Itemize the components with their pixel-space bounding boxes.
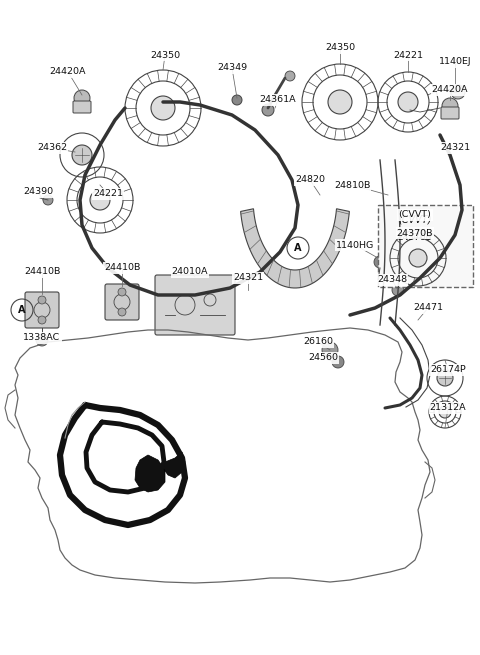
Circle shape [285,71,295,81]
FancyBboxPatch shape [25,292,59,328]
Circle shape [262,104,274,116]
Circle shape [374,256,386,268]
Text: 24471: 24471 [413,303,443,312]
Text: 21312A: 21312A [430,403,466,413]
Text: 24390: 24390 [23,187,53,196]
Text: 24010A: 24010A [172,267,208,276]
Text: 24361A: 24361A [260,96,296,105]
Text: 1338AC: 1338AC [24,333,60,343]
Circle shape [392,284,404,296]
Circle shape [398,92,418,112]
Text: 26160: 26160 [303,337,333,346]
Text: 24370B: 24370B [398,233,432,242]
Circle shape [442,98,458,114]
FancyBboxPatch shape [441,107,459,119]
Text: 24349: 24349 [217,64,247,73]
Circle shape [118,308,126,316]
FancyBboxPatch shape [155,275,235,335]
Text: 24221: 24221 [393,50,423,60]
Text: A: A [294,243,302,253]
Circle shape [332,356,344,368]
Polygon shape [135,455,165,492]
Text: (CVVT): (CVVT) [398,215,432,225]
Text: 26174P: 26174P [430,365,466,375]
Circle shape [451,85,465,99]
Circle shape [38,296,46,304]
Polygon shape [240,209,349,288]
Polygon shape [163,452,185,478]
Text: A: A [18,305,26,315]
FancyBboxPatch shape [73,101,91,113]
Circle shape [439,406,451,418]
Text: 24350: 24350 [150,50,180,60]
Text: 24221: 24221 [93,189,123,198]
Text: 24560: 24560 [308,354,338,362]
Text: 24321: 24321 [233,274,263,282]
Circle shape [43,195,53,205]
FancyBboxPatch shape [105,284,139,320]
Text: 24410B: 24410B [24,267,60,276]
Text: 1140EJ: 1140EJ [439,58,471,67]
Circle shape [90,190,110,210]
Text: 24370B: 24370B [397,229,433,238]
Text: 24420A: 24420A [50,67,86,77]
Text: 24348: 24348 [377,276,407,284]
Text: 24810B: 24810B [334,181,370,189]
Circle shape [322,342,338,358]
Text: 24820: 24820 [295,176,325,185]
Text: 24410B: 24410B [104,263,140,272]
Circle shape [38,316,46,324]
Circle shape [232,95,242,105]
Text: 24362: 24362 [37,143,67,153]
Circle shape [151,96,175,120]
Circle shape [437,370,453,386]
Circle shape [72,145,92,165]
Circle shape [74,90,90,106]
Text: 1140HG: 1140HG [336,240,374,250]
Text: 24321: 24321 [440,143,470,153]
Circle shape [118,288,126,296]
Text: 24350: 24350 [325,43,355,52]
Text: (CVVT): (CVVT) [398,210,432,219]
Circle shape [36,334,48,346]
Circle shape [409,249,427,267]
Bar [378,205,473,287]
Text: 24420A: 24420A [432,86,468,94]
Circle shape [328,90,352,114]
